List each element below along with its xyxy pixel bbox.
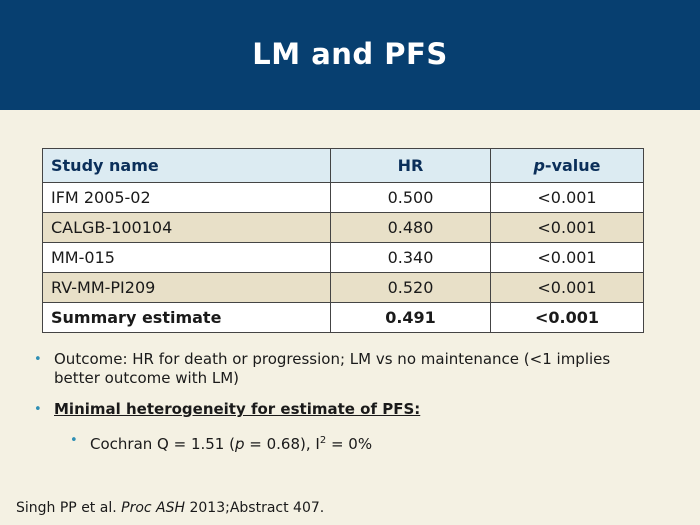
cell-hr: 0.500 (330, 182, 491, 213)
bullet-list: • Outcome: HR for death or progression; … (34, 350, 654, 466)
cell-study: MM-015 (42, 242, 331, 273)
cell-p: <0.001 (490, 272, 644, 303)
header-p-suffix: -value (544, 156, 601, 175)
citation-journal: Proc ASH (121, 500, 186, 516)
bullet-heterogeneity: • Minimal heterogeneity for estimate of … (34, 400, 654, 419)
summary-p: <0.001 (490, 302, 644, 333)
cell-p: <0.001 (490, 242, 644, 273)
cell-study: IFM 2005-02 (42, 182, 331, 213)
cell-hr: 0.480 (330, 212, 491, 243)
table-header-row: Study name HR p-value (42, 148, 644, 183)
cochran-pre: Cochran Q = 1.51 ( (90, 435, 235, 453)
cochran-p: p (234, 435, 245, 453)
table-row: RV-MM-PI209 0.520 <0.001 (42, 272, 644, 303)
table-row: CALGB-100104 0.480 <0.001 (42, 212, 644, 243)
header-hr: HR (330, 148, 491, 183)
cochran-mid: = 0.68), I (244, 435, 320, 453)
cell-hr: 0.520 (330, 272, 491, 303)
cell-hr: 0.340 (330, 242, 491, 273)
bullet-outcome: • Outcome: HR for death or progression; … (34, 350, 654, 388)
bullet-cochran: • Cochran Q = 1.51 (p = 0.68), I2 = 0% (70, 431, 654, 454)
citation-pre: Singh PP et al. (16, 500, 122, 516)
summary-hr: 0.491 (330, 302, 491, 333)
header-p-italic: p (533, 156, 545, 175)
citation: Singh PP et al. Proc ASH 2013;Abstract 4… (16, 500, 324, 516)
bullet-heterogeneity-text: Minimal heterogeneity for estimate of PF… (54, 400, 421, 418)
slide-title: LM and PFS (252, 37, 448, 71)
header-p-value: p-value (490, 148, 644, 183)
cell-study: RV-MM-PI209 (42, 272, 331, 303)
bullet-dot-icon: • (70, 433, 78, 448)
bullet-outcome-text: Outcome: HR for death or progression; LM… (54, 350, 611, 387)
title-bar (0, 0, 700, 110)
header-study-name: Study name (42, 148, 331, 183)
cell-study: CALGB-100104 (42, 212, 331, 243)
summary-row: Summary estimate 0.491 <0.001 (42, 302, 644, 333)
bullet-dot-icon: • (34, 352, 42, 367)
bullet-dot-icon: • (34, 402, 42, 417)
cochran-sup: 2 (319, 435, 327, 446)
citation-post: 2013;Abstract 407. (185, 500, 325, 516)
cell-p: <0.001 (490, 182, 644, 213)
cell-p: <0.001 (490, 212, 644, 243)
table-row: IFM 2005-02 0.500 <0.001 (42, 182, 644, 213)
results-table: Study name HR p-value IFM 2005-02 0.500 … (42, 148, 644, 333)
cochran-post: = 0% (326, 435, 373, 453)
table-row: MM-015 0.340 <0.001 (42, 242, 644, 273)
summary-study: Summary estimate (42, 302, 331, 333)
